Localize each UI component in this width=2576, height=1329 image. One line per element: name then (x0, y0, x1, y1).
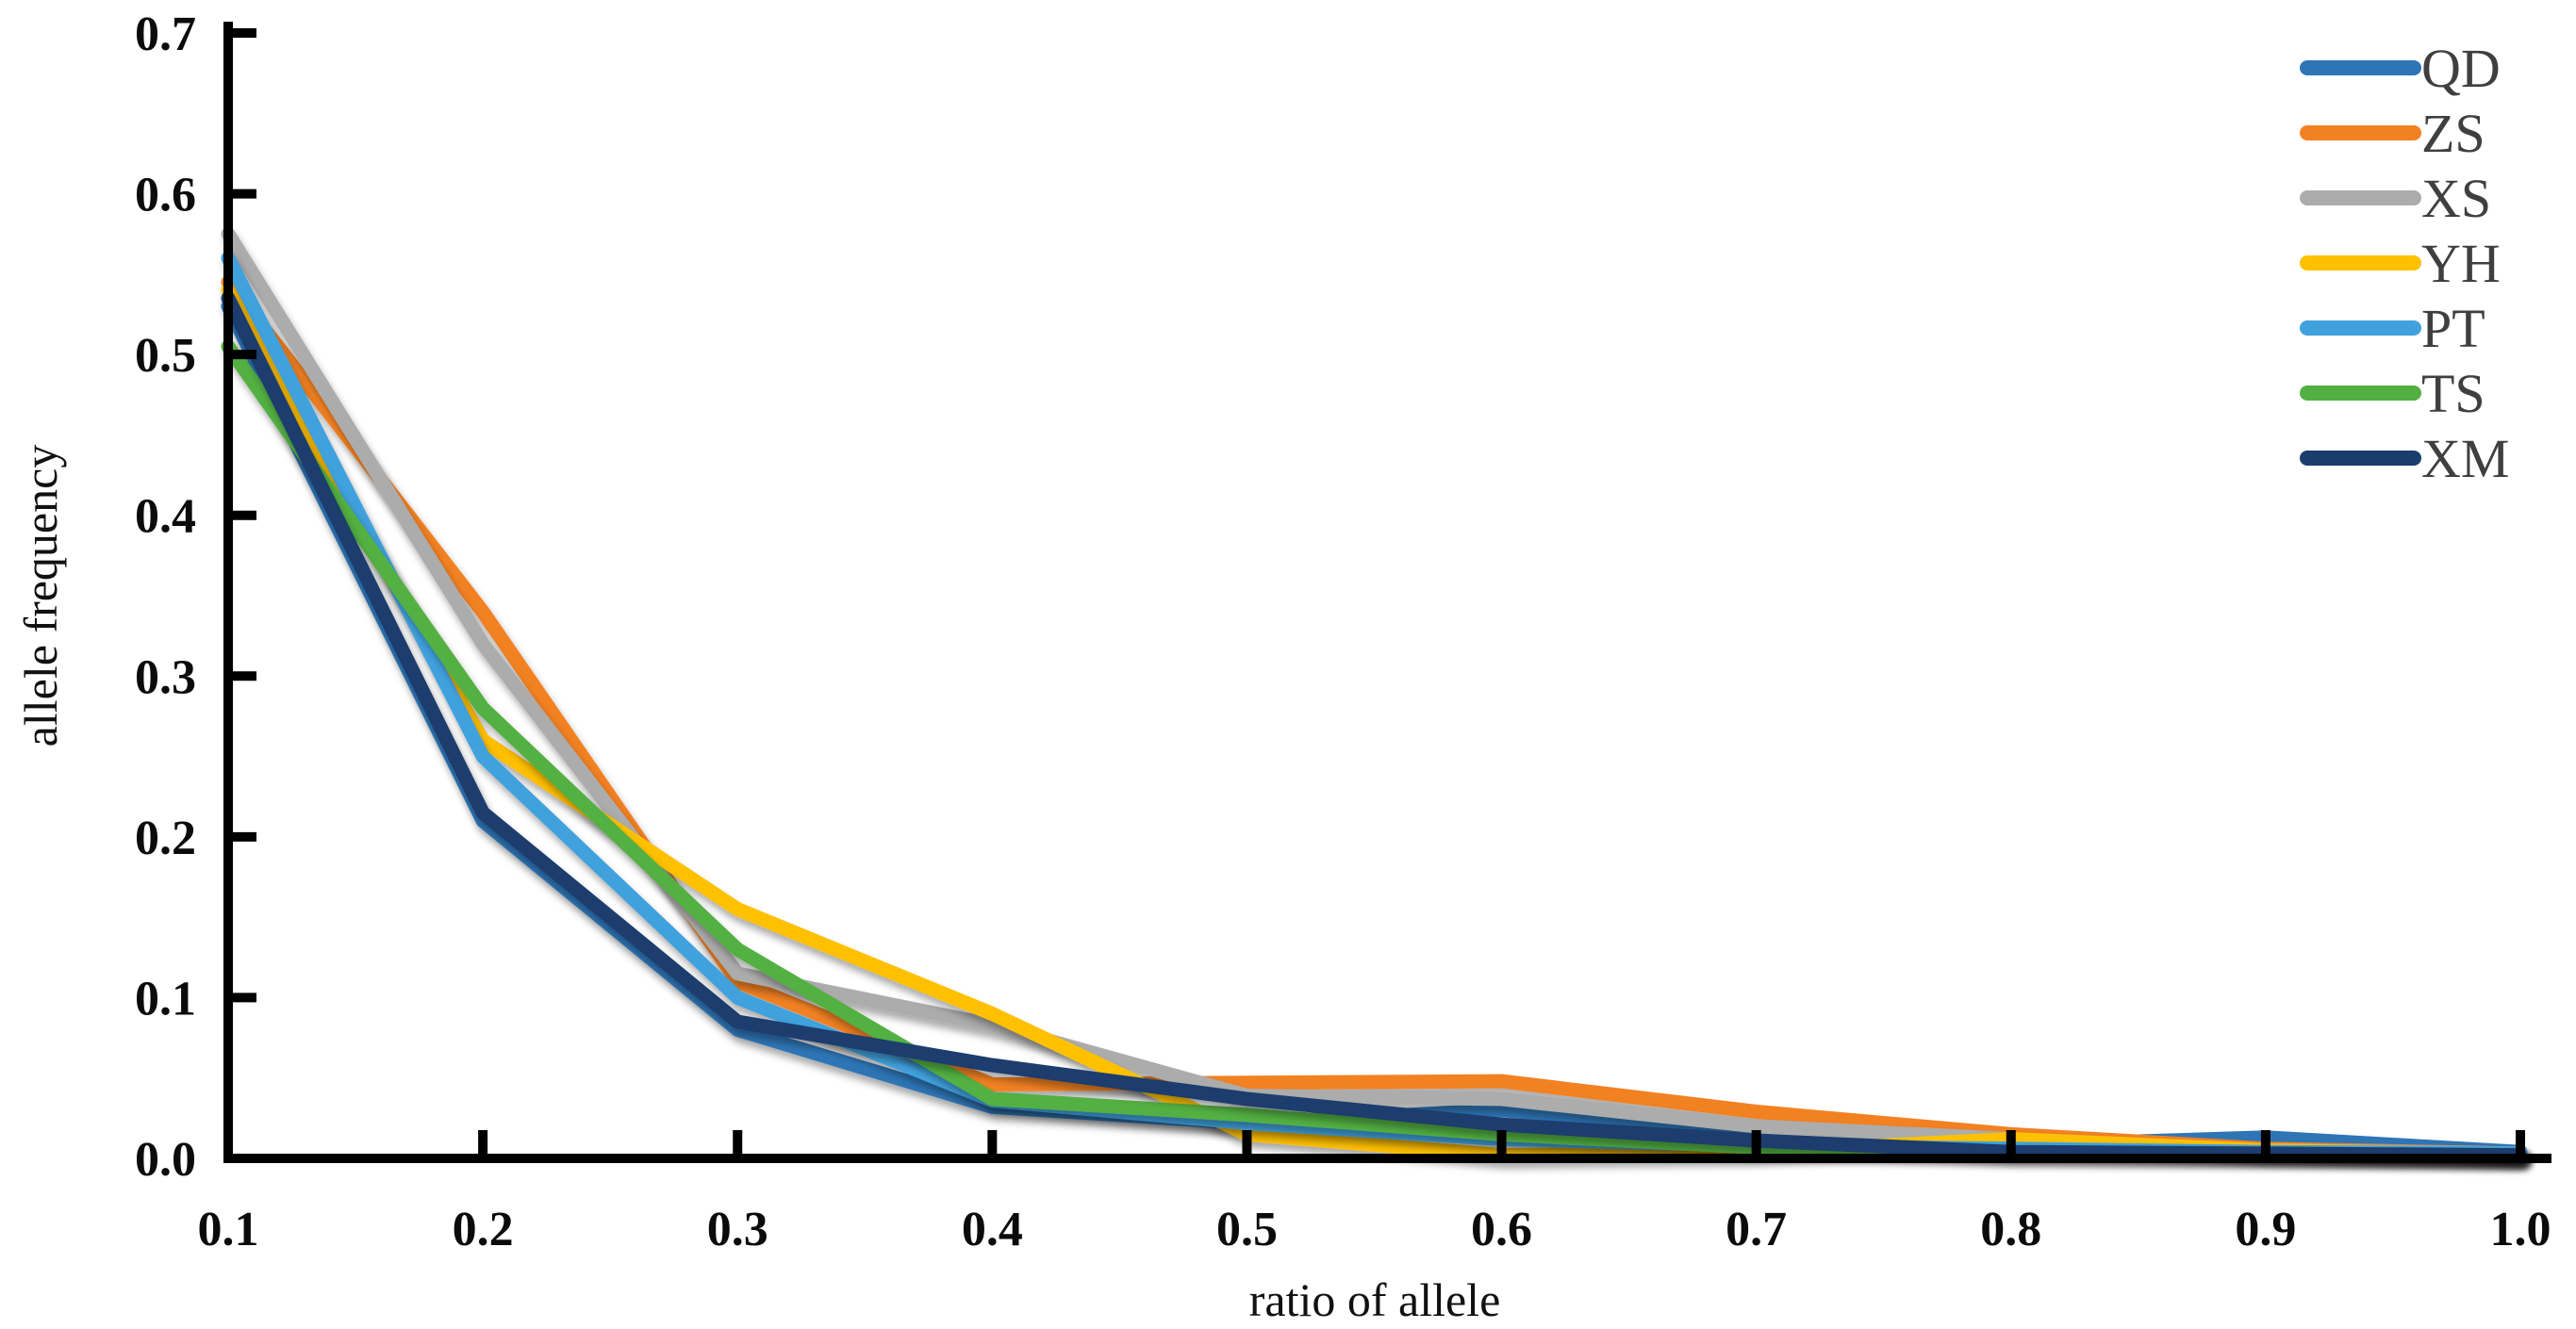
x-tick-label-0.9: 0.9 (2235, 1203, 2296, 1256)
legend-item-pt: PT (2300, 298, 2485, 359)
series-line-xm (221, 290, 2528, 1163)
x-tick-label-0.8: 0.8 (1980, 1203, 2041, 1256)
y-tick-label-0.5: 0.5 (135, 329, 196, 383)
x-tick-label-1.0: 1.0 (2490, 1203, 2551, 1256)
y-axis-title: allele frequency (14, 445, 67, 747)
series-lines (221, 226, 2528, 1163)
legend-label-pt: PT (2421, 298, 2485, 359)
x-tick-label-0.4: 0.4 (962, 1203, 1023, 1256)
tick-labels: 0.00.10.20.30.40.50.60.70.1 0.2 0.3 0.4 0.5 0… (135, 8, 2551, 1256)
y-tick-label-0.6: 0.6 (135, 169, 196, 222)
legend-label-yh: YH (2421, 233, 2501, 294)
x-tick-label-0.5: 0.5 (1216, 1203, 1278, 1256)
series-line-pt (221, 251, 2528, 1161)
legend-label-qd: QD (2421, 38, 2501, 99)
y-tick-label-0.2: 0.2 (135, 812, 196, 865)
legend-item-qd: QD (2300, 38, 2501, 99)
legend-label-xm: XM (2421, 428, 2509, 489)
series-line-yh (221, 283, 2528, 1163)
x-tick-label-0.7: 0.7 (1726, 1203, 1787, 1256)
legend-item-ts: TS (2300, 363, 2485, 424)
legend-label-zs: ZS (2421, 103, 2485, 164)
series-line-xs (221, 226, 2528, 1161)
axes (223, 22, 2551, 1163)
x-tick-label-0.1: 0.1 (198, 1203, 259, 1256)
x-tick-label-0.2: 0.2 (453, 1203, 514, 1256)
legend-label-xs: XS (2421, 168, 2491, 229)
y-tick-label-0.0: 0.0 (135, 1133, 196, 1187)
legend-label-ts: TS (2421, 363, 2485, 424)
y-tick-label-0.1: 0.1 (135, 972, 196, 1025)
y-tick-label-0.4: 0.4 (135, 490, 196, 544)
y-tick-label-0.7: 0.7 (135, 8, 196, 61)
legend-item-xm: XM (2300, 428, 2509, 489)
x-tick-label-0.6: 0.6 (1471, 1203, 1532, 1256)
x-axis-title: ratio of allele (1249, 1273, 1501, 1326)
y-tick-label-0.3: 0.3 (135, 650, 196, 704)
series-line-zs (221, 274, 2528, 1161)
legend-item-xs: XS (2300, 168, 2491, 229)
legend-item-yh: YH (2300, 233, 2501, 294)
legend-item-zs: ZS (2300, 103, 2485, 164)
x-tick-label-0.3: 0.3 (707, 1203, 768, 1256)
